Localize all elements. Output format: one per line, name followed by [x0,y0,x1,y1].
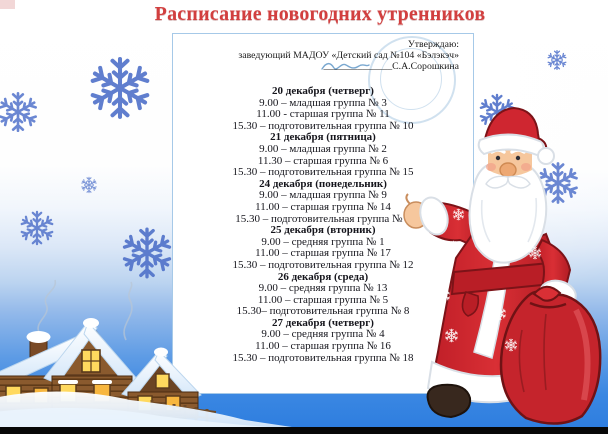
day-date: 21 декабря (пятница) [270,131,376,144]
time-slot: 11.00 – старшая группа № 16 [255,340,391,353]
snowflake-icon [80,176,98,194]
time-slot: 15.30 – подготовительная группа № 7 [235,212,411,225]
stamp-seal [368,36,456,124]
time-slot: 9.00 – младшая группа № 9 [259,189,387,202]
day-block: 26 декабря (среда) 9.00 – средняя группа… [173,270,473,318]
santa-illustration [403,106,602,425]
day-block: 24 декабря (понедельник) 9.00 – младшая … [173,177,473,225]
time-slot: 9.00 – младшая группа № 2 [259,142,387,155]
snowflake-icon [19,210,55,246]
snowflake-icon [0,91,38,133]
approval-line: заведующий МАДОУ «Детский сад №104 «Бэлэ… [238,49,459,61]
time-slot: 15.30 – подготовительная группа № 10 [232,119,414,132]
day-date: 20 декабря (четверг) [272,85,374,97]
time-slot: 11.00 – старшая группа № 14 [255,200,391,213]
houses-illustration [0,279,312,430]
day-date: 24 декабря (понедельник) [259,177,387,190]
santa-head [468,106,555,264]
day-block: 21 декабря (пятница) 9.00 – младшая груп… [173,132,473,178]
day-block: 25 декабря (вторник) 9.00 – средняя груп… [173,225,473,271]
day-block: 27 декабря (четверг) 9.00 – средняя груп… [173,316,473,364]
signature-icon [321,62,370,70]
time-slot: 15.30 – подготовительная группа № 12 [232,258,414,271]
main-cabin [43,318,139,415]
time-slot: 11.00 – старшая группа № 5 [257,293,389,306]
approval-block: Утверждаю: заведующий МАДОУ «Детский сад… [189,39,459,73]
day-date: 27 декабря (четверг) [272,316,374,329]
time-slot: 11.30 – старшая группа № 6 [257,154,389,167]
time-slot: 11.00 – старшая группа № 17 [255,247,391,260]
time-slot: 9.00 – средняя группа № 13 [258,282,388,295]
day-date: 25 декабря (вторник) [270,224,376,237]
time-slot: 15.30– подготовительная группа № 8 [236,305,410,318]
signature-name: С.А.Сорошкина [392,60,459,72]
signature-row: ______________С.А.Сорошкина [189,60,459,73]
time-slot: 15.30 – подготовительная группа № 18 [232,351,414,364]
schedule-list: 20 декабря (четверг) 9.00 – младшая груп… [173,85,473,364]
snowflake-icon [121,227,173,279]
snowflake-icon [86,54,154,122]
time-slot: 9.00 – средняя группа № 1 [261,235,385,248]
bottom-black-bar [0,427,608,434]
scan-artifact [0,0,15,9]
day-block: 20 декабря (четверг) 9.00 – младшая груп… [173,85,473,132]
approval-line: Утверждаю: [407,39,459,50]
gift-sack [499,285,602,425]
santa-boot [426,383,472,419]
smoke-wisps [37,279,133,341]
day-date: 26 декабря (среда) [277,270,369,283]
time-slot: 11.00 - старшая группа № 11 [256,108,390,121]
time-slot: 9.00 – средняя группа № 4 [261,328,385,341]
time-slot: 15.30 – подготовительная группа № 15 [232,166,414,179]
page-title: Расписание новогодних утренников [154,3,486,25]
time-slot: 9.00 – младшая группа № 3 [259,96,387,109]
snowflake-icon [547,49,567,71]
